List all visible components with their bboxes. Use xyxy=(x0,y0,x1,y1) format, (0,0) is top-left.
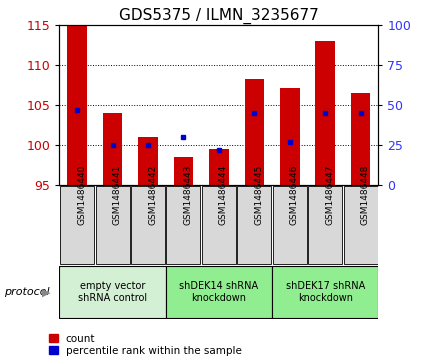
Text: GSM1486446: GSM1486446 xyxy=(290,164,299,225)
Bar xyxy=(174,157,193,185)
Bar xyxy=(67,25,87,185)
FancyBboxPatch shape xyxy=(273,186,307,264)
Text: shDEK14 shRNA
knockdown: shDEK14 shRNA knockdown xyxy=(180,281,258,303)
Text: GSM1486448: GSM1486448 xyxy=(361,164,370,225)
Text: GSM1486441: GSM1486441 xyxy=(113,164,121,225)
Text: GSM1486447: GSM1486447 xyxy=(325,164,334,225)
Text: GSM1486445: GSM1486445 xyxy=(254,164,264,225)
FancyBboxPatch shape xyxy=(272,266,378,318)
FancyBboxPatch shape xyxy=(308,186,342,264)
Bar xyxy=(138,137,158,185)
FancyBboxPatch shape xyxy=(95,186,130,264)
FancyBboxPatch shape xyxy=(166,266,272,318)
FancyBboxPatch shape xyxy=(60,186,94,264)
Text: GSM1486440: GSM1486440 xyxy=(77,164,86,225)
FancyBboxPatch shape xyxy=(59,266,166,318)
Text: GSM1486444: GSM1486444 xyxy=(219,164,228,225)
Text: protocol: protocol xyxy=(4,287,50,297)
Text: empty vector
shRNA control: empty vector shRNA control xyxy=(78,281,147,303)
FancyBboxPatch shape xyxy=(131,186,165,264)
Bar xyxy=(280,89,300,185)
Text: ▶: ▶ xyxy=(42,287,50,297)
Text: GSM1486442: GSM1486442 xyxy=(148,164,157,225)
FancyBboxPatch shape xyxy=(344,186,378,264)
Text: GSM1486443: GSM1486443 xyxy=(183,164,192,225)
Bar xyxy=(209,149,229,185)
FancyBboxPatch shape xyxy=(202,186,236,264)
Legend: count, percentile rank within the sample: count, percentile rank within the sample xyxy=(49,334,242,356)
Bar xyxy=(351,93,370,185)
FancyBboxPatch shape xyxy=(166,186,201,264)
Bar xyxy=(103,113,122,185)
Title: GDS5375 / ILMN_3235677: GDS5375 / ILMN_3235677 xyxy=(119,8,319,24)
Bar xyxy=(245,79,264,185)
FancyBboxPatch shape xyxy=(237,186,271,264)
Bar xyxy=(315,41,335,185)
Text: shDEK17 shRNA
knockdown: shDEK17 shRNA knockdown xyxy=(286,281,365,303)
